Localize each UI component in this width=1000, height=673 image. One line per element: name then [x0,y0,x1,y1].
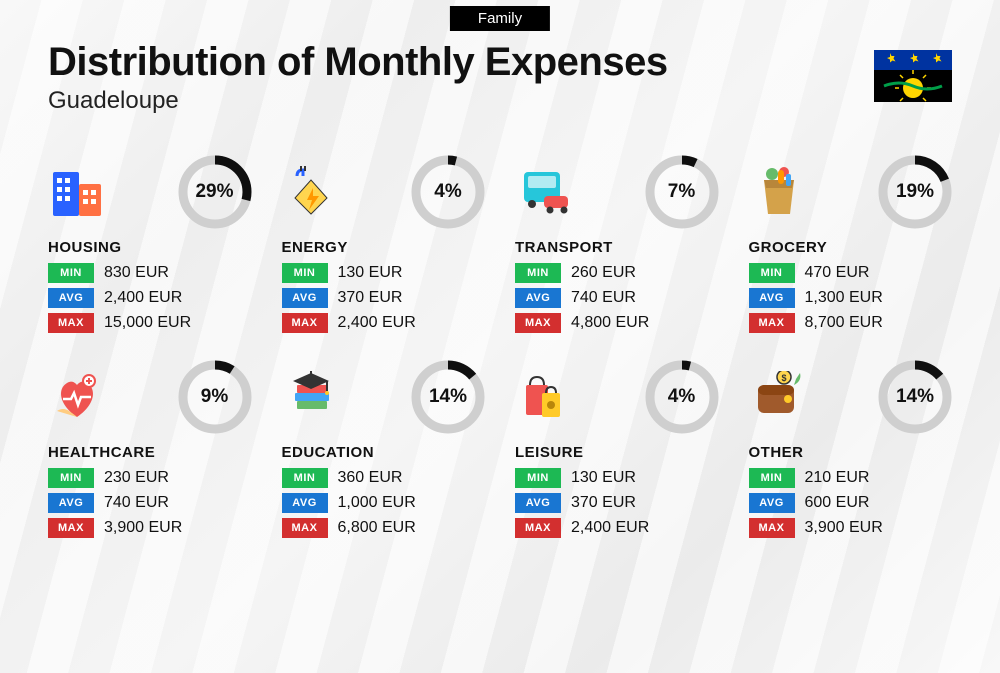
min-value: 130 EUR [338,264,403,282]
grocery-icon [749,163,817,221]
max-tag: MAX [48,313,94,333]
category-card-energy: 4% ENERGY MIN 130 EUR AVG 370 EUR MAX 2,… [282,155,486,338]
avg-tag: AVG [282,493,328,513]
category-name: HOUSING [48,239,252,256]
max-value: 2,400 EUR [338,314,416,332]
category-card-leisure: 4% LEISURE MIN 130 EUR AVG 370 EUR MAX 2… [515,360,719,543]
max-tag: MAX [749,518,795,538]
percent-donut: 29% [178,155,252,229]
avg-tag: AVG [515,288,561,308]
max-tag: MAX [282,518,328,538]
avg-tag: AVG [48,493,94,513]
min-tag: MIN [282,468,328,488]
category-name: OTHER [749,444,953,461]
percent-label: 14% [411,360,485,434]
avg-value: 370 EUR [338,289,403,307]
other-icon [749,368,817,426]
category-card-education: 14% EDUCATION MIN 360 EUR AVG 1,000 EUR … [282,360,486,543]
category-card-housing: 29% HOUSING MIN 830 EUR AVG 2,400 EUR MA… [48,155,252,338]
categories-grid: 29% HOUSING MIN 830 EUR AVG 2,400 EUR MA… [48,155,952,543]
max-tag: MAX [515,518,561,538]
category-card-transport: 7% TRANSPORT MIN 260 EUR AVG 740 EUR MAX… [515,155,719,338]
min-value: 210 EUR [805,469,870,487]
percent-label: 14% [878,360,952,434]
percent-label: 19% [878,155,952,229]
percent-label: 7% [645,155,719,229]
percent-donut: 4% [411,155,485,229]
min-tag: MIN [515,468,561,488]
housing-icon [48,163,116,221]
category-card-healthcare: 9% HEALTHCARE MIN 230 EUR AVG 740 EUR MA… [48,360,252,543]
energy-icon [282,163,350,221]
avg-tag: AVG [749,493,795,513]
percent-label: 4% [411,155,485,229]
avg-tag: AVG [515,493,561,513]
avg-tag: AVG [749,288,795,308]
percent-label: 4% [645,360,719,434]
min-tag: MIN [749,263,795,283]
education-icon [282,368,350,426]
min-value: 830 EUR [104,264,169,282]
min-value: 470 EUR [805,264,870,282]
max-tag: MAX [282,313,328,333]
min-tag: MIN [749,468,795,488]
avg-tag: AVG [48,288,94,308]
max-value: 4,800 EUR [571,314,649,332]
percent-donut: 14% [411,360,485,434]
avg-value: 740 EUR [104,494,169,512]
category-name: TRANSPORT [515,239,719,256]
max-tag: MAX [48,518,94,538]
avg-value: 1,000 EUR [338,494,416,512]
avg-value: 740 EUR [571,289,636,307]
max-value: 3,900 EUR [104,519,182,537]
avg-value: 2,400 EUR [104,289,182,307]
max-value: 8,700 EUR [805,314,883,332]
min-tag: MIN [48,263,94,283]
min-value: 260 EUR [571,264,636,282]
max-value: 2,400 EUR [571,519,649,537]
percent-label: 29% [178,155,252,229]
max-tag: MAX [749,313,795,333]
category-card-other: 14% OTHER MIN 210 EUR AVG 600 EUR MAX 3,… [749,360,953,543]
category-name: LEISURE [515,444,719,461]
avg-value: 1,300 EUR [805,289,883,307]
percent-donut: 9% [178,360,252,434]
region-subtitle: Guadeloupe [48,87,952,115]
leisure-icon [515,368,583,426]
max-value: 6,800 EUR [338,519,416,537]
percent-donut: 7% [645,155,719,229]
percent-donut: 14% [878,360,952,434]
min-value: 360 EUR [338,469,403,487]
max-value: 15,000 EUR [104,314,191,332]
category-card-grocery: 19% GROCERY MIN 470 EUR AVG 1,300 EUR MA… [749,155,953,338]
transport-icon [515,163,583,221]
percent-label: 9% [178,360,252,434]
percent-donut: 19% [878,155,952,229]
category-name: GROCERY [749,239,953,256]
max-tag: MAX [515,313,561,333]
category-name: ENERGY [282,239,486,256]
min-tag: MIN [515,263,561,283]
page-title: Distribution of Monthly Expenses [48,0,952,85]
avg-tag: AVG [282,288,328,308]
healthcare-icon [48,368,116,426]
avg-value: 600 EUR [805,494,870,512]
percent-donut: 4% [645,360,719,434]
min-value: 230 EUR [104,469,169,487]
category-name: HEALTHCARE [48,444,252,461]
min-tag: MIN [282,263,328,283]
category-name: EDUCATION [282,444,486,461]
min-tag: MIN [48,468,94,488]
max-value: 3,900 EUR [805,519,883,537]
avg-value: 370 EUR [571,494,636,512]
min-value: 130 EUR [571,469,636,487]
